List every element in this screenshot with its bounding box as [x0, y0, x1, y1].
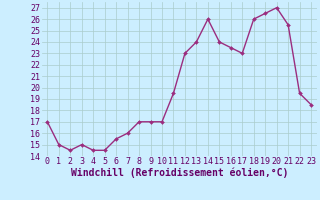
X-axis label: Windchill (Refroidissement éolien,°C): Windchill (Refroidissement éolien,°C) — [70, 168, 288, 178]
